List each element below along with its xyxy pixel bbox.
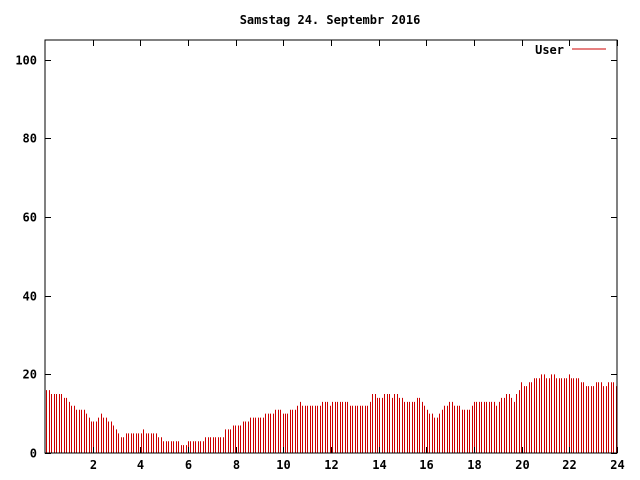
x-tick-label: 14 — [372, 458, 386, 472]
x-tick-label: 6 — [185, 458, 192, 472]
y-tick-label: 80 — [23, 132, 37, 146]
legend: User — [535, 43, 606, 57]
x-tick-label: 10 — [276, 458, 290, 472]
y-tick-label: 60 — [23, 211, 37, 225]
y-tick-label: 40 — [23, 290, 37, 304]
x-tick-label: 8 — [233, 458, 240, 472]
y-tick-label: 100 — [15, 54, 37, 68]
x-tick-label: 22 — [562, 458, 576, 472]
x-tick-label: 2 — [90, 458, 97, 472]
x-tick-label: 24 — [610, 458, 624, 472]
x-tick-label: 4 — [137, 458, 144, 472]
chart-title: Samstag 24. Septembr 2016 — [240, 13, 421, 27]
x-tick-label: 20 — [515, 458, 529, 472]
x-tick-label: 18 — [467, 458, 481, 472]
y-tick-label: 20 — [23, 368, 37, 382]
x-tick-label: 12 — [324, 458, 338, 472]
bars-group — [46, 374, 617, 453]
legend-label-user: User — [535, 43, 564, 57]
x-tick-label: 16 — [419, 458, 433, 472]
y-tick-label: 0 — [30, 447, 37, 461]
